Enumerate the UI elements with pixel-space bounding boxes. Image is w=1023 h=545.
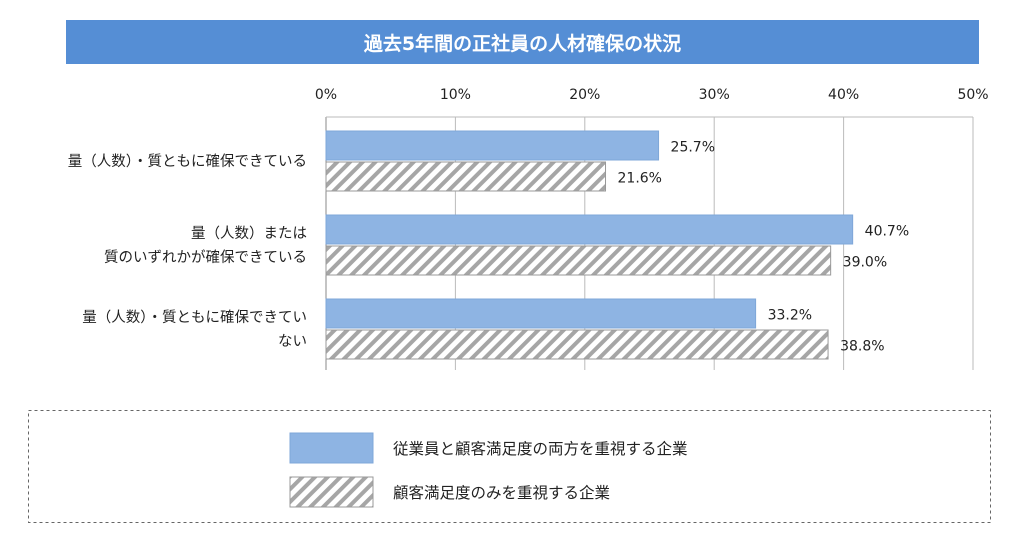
data-label: 40.7% xyxy=(865,224,909,240)
data-label: 33.2% xyxy=(768,308,812,324)
x-tick-label: 50% xyxy=(957,87,988,103)
bar xyxy=(325,161,607,192)
x-tick-label: 20% xyxy=(569,87,600,103)
legend-label: 従業員と顧客満足度の両方を重視する企業 xyxy=(393,440,688,458)
category-label: 質のいずれかが確保できている xyxy=(104,248,307,266)
category-label: 量（人数）・質ともに確保できてい xyxy=(82,308,307,326)
data-label: 38.8% xyxy=(840,339,884,355)
legend-swatch xyxy=(289,432,374,464)
x-tick-label: 10% xyxy=(440,87,471,103)
bar xyxy=(325,130,660,161)
category-label: ない xyxy=(278,333,307,350)
category-label: 量（人数）・質ともに確保できている xyxy=(68,152,307,170)
data-label: 25.7% xyxy=(671,140,715,156)
bar xyxy=(325,298,757,329)
category-label: 量（人数）または xyxy=(191,225,307,242)
bar xyxy=(325,245,832,276)
legend-label: 顧客満足度のみを重視する企業 xyxy=(393,484,610,502)
bar xyxy=(325,329,829,360)
data-label: 39.0% xyxy=(843,255,887,271)
legend-box xyxy=(28,410,991,523)
x-tick-label: 0% xyxy=(315,87,337,103)
bar xyxy=(325,214,854,245)
x-tick-label: 40% xyxy=(828,87,859,103)
data-label: 21.6% xyxy=(618,171,662,187)
legend-swatch xyxy=(289,476,374,508)
chart-title: 過去5年間の正社員の人材確保の状況 xyxy=(66,20,979,64)
x-tick-label: 30% xyxy=(699,87,730,103)
